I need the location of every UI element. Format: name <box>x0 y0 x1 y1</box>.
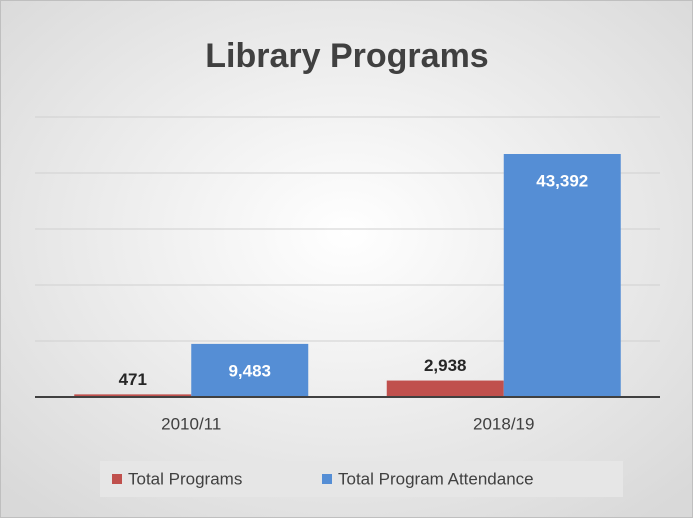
legend-swatch <box>112 474 122 484</box>
bar <box>191 343 309 397</box>
data-label: 43,392 <box>536 171 588 190</box>
bar <box>503 154 621 397</box>
bar <box>74 394 192 397</box>
legend-swatch <box>322 474 332 484</box>
legend-label: Total Program Attendance <box>338 469 534 488</box>
legend-label: Total Programs <box>128 469 242 488</box>
legend-box <box>100 461 623 497</box>
data-label: 2,938 <box>424 356 467 375</box>
bar <box>386 380 504 397</box>
x-tick-label: 2018/19 <box>473 414 534 433</box>
x-tick-label: 2010/11 <box>161 414 221 433</box>
data-label: 471 <box>119 370 147 389</box>
data-label: 9,483 <box>228 361 271 380</box>
chart-title: Library Programs <box>205 37 488 75</box>
